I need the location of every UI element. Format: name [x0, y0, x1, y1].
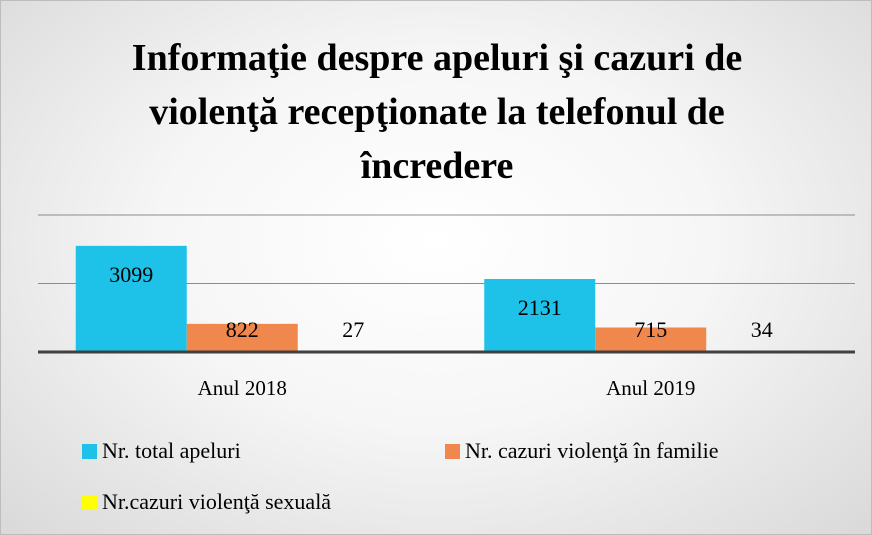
legend-swatch [445, 443, 460, 459]
data-label: 3099 [109, 262, 153, 287]
legend-item: Nr.cazuri violenţă sexuală [82, 489, 331, 515]
x-tick-label: Anul 2019 [606, 376, 695, 400]
data-label: 34 [751, 317, 773, 342]
data-label: 715 [634, 317, 667, 342]
bar [186, 323, 298, 352]
legend-item: Nr. cazuri violenţă în familie [445, 438, 719, 464]
chart-title: Informaţie despre apeluri şi cazuri de v… [131, 37, 743, 187]
legend-label: Nr. cazuri violenţă în familie [465, 438, 719, 463]
bar [595, 327, 707, 352]
bar [484, 279, 596, 352]
legend-label: Nr. total apeluri [102, 438, 241, 463]
legend-swatch [82, 443, 97, 459]
data-label: 2131 [518, 295, 562, 320]
x-tick-label: Anul 2018 [198, 376, 287, 400]
bar [75, 245, 187, 352]
legend-label: Nr.cazuri violenţă sexuală [102, 489, 332, 514]
data-label: 27 [342, 317, 364, 342]
legend-swatch [82, 494, 97, 510]
data-label: 822 [226, 317, 259, 342]
legend-item: Nr. total apeluri [82, 438, 241, 464]
